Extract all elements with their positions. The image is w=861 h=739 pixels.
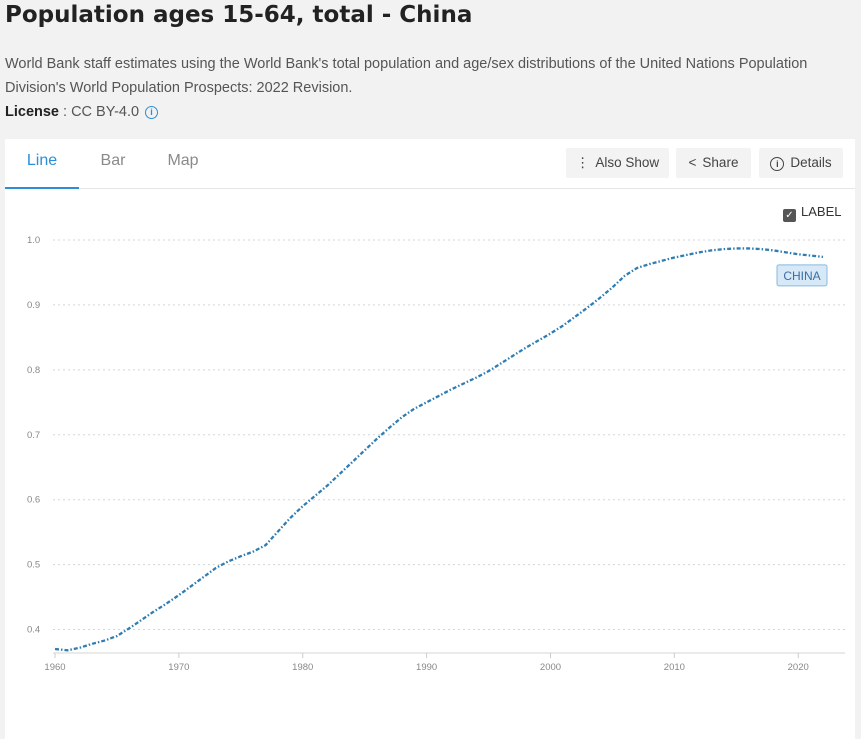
details-label: Details: [790, 155, 832, 170]
x-tick-label: 1960: [44, 662, 65, 673]
info-icon[interactable]: i: [145, 106, 159, 119]
y-tick-label: 0.4: [27, 625, 40, 636]
x-tick-label: 2000: [540, 662, 561, 673]
series-line-china: [54, 247, 824, 652]
tab-line[interactable]: Line: [5, 139, 79, 189]
y-tick-label: 0.6: [27, 495, 40, 506]
line-chart: 0.4 0.5 0.6 0.7 0.8 0.9 1.0 1960 1970 1980 1990 200…: [27, 235, 845, 673]
series-label-box: [776, 264, 828, 287]
also-show-label: Also Show: [595, 155, 660, 170]
share-icon: <: [688, 155, 697, 170]
page-title: Population ages 15-64, total - China: [5, 2, 473, 28]
license-label: License: [5, 104, 59, 120]
x-tick-label: 2020: [788, 662, 809, 673]
y-tick-label: 1.0: [27, 235, 40, 246]
series-label-text: CHINA: [783, 269, 820, 283]
tab-map[interactable]: Map: [167, 152, 199, 169]
y-tick-label: 0.5: [27, 560, 40, 571]
series-label-tag: CHINA: [776, 264, 828, 287]
details-button[interactable]: i Details: [759, 148, 843, 178]
also-show-button[interactable]: ⋮ Also Show: [566, 148, 669, 178]
license-value: : CC BY-4.0: [59, 104, 140, 120]
license-line: License : CC BY-4.0 i: [5, 104, 159, 120]
y-tick-label: 0.9: [27, 300, 40, 311]
label-toggle[interactable]: ✓ LABEL: [783, 204, 841, 222]
indicator-description: World Bank staff estimates using the Wor…: [5, 56, 808, 96]
share-label: Share: [702, 155, 739, 170]
label-checkbox[interactable]: ✓: [783, 209, 796, 222]
x-tick-label: 2010: [664, 662, 685, 673]
chart-type-tabs: Line Bar Map ⋮ Also Show < Share i Details: [5, 139, 855, 189]
tab-bar[interactable]: Bar: [100, 152, 126, 169]
y-tick-label: 0.8: [27, 365, 40, 376]
x-tick-label: 1990: [416, 662, 437, 673]
chart-card: Line Bar Map ⋮ Also Show < Share i Details …: [5, 139, 855, 739]
share-button[interactable]: < Share: [676, 148, 751, 178]
details-icon: i: [770, 157, 785, 171]
y-tick-label: 0.7: [27, 430, 40, 441]
label-toggle-text: LABEL: [801, 204, 842, 219]
x-tick-label: 1980: [292, 662, 313, 673]
x-tick-label: 1970: [168, 662, 189, 673]
more-vertical-icon: ⋮: [575, 155, 590, 170]
